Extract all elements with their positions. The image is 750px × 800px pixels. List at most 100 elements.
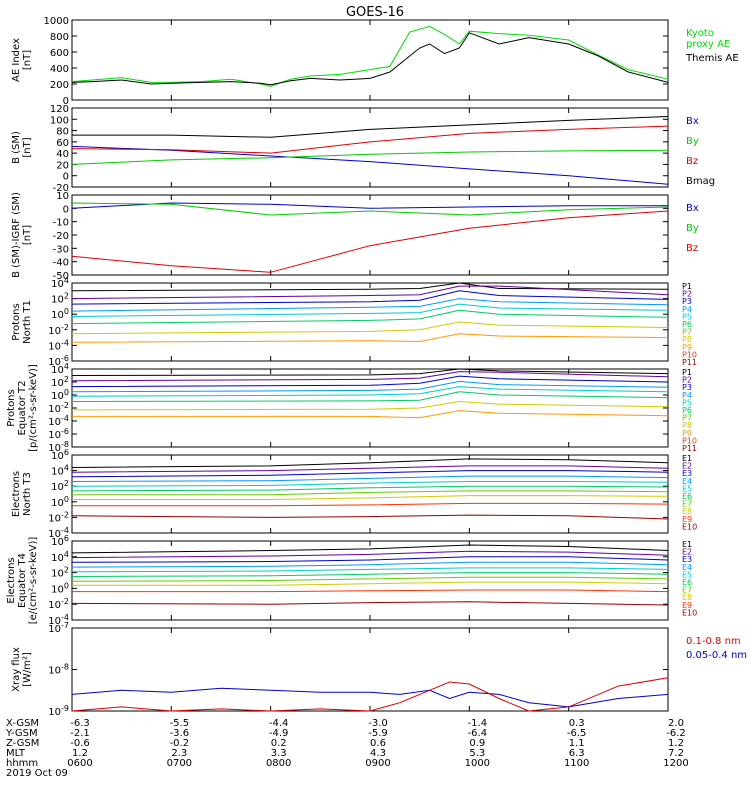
x-row-value: 0.2 bbox=[271, 738, 287, 749]
series-group bbox=[71, 116, 669, 185]
x-row-label: Y-GSM bbox=[5, 728, 38, 739]
y-tick-label: 20 bbox=[56, 160, 69, 171]
x-row-value: 0.3 bbox=[569, 718, 585, 729]
plot-title: GOES-16 bbox=[346, 5, 404, 20]
series-group bbox=[71, 282, 669, 343]
y-tick-label: 102 bbox=[51, 479, 69, 493]
series-group bbox=[71, 25, 669, 87]
y-tick-label: 10-8 bbox=[48, 663, 69, 677]
y-axis-label: Equator T2 bbox=[17, 381, 28, 436]
legend-entry: P1 bbox=[682, 282, 692, 291]
y-tick-label: -20 bbox=[53, 231, 69, 242]
legend-entry: Bx bbox=[686, 203, 699, 214]
series-line-E10 bbox=[71, 601, 669, 606]
legend-entry: E3 bbox=[682, 469, 692, 478]
x-row-value: 4.3 bbox=[370, 748, 386, 759]
panel-frame bbox=[71, 194, 669, 276]
legend-entry: P5 bbox=[682, 312, 692, 321]
x-row-label: hhmm bbox=[6, 758, 38, 769]
legend-entry: E1 bbox=[682, 454, 692, 463]
series-group bbox=[71, 544, 669, 606]
x-row-value: 1000 bbox=[465, 758, 490, 769]
y-tick-label: 10-7 bbox=[48, 621, 69, 635]
y-tick-label: 10-4 bbox=[48, 338, 69, 352]
x-row-value: -6.3 bbox=[70, 718, 90, 729]
legend-entry: E8 bbox=[682, 507, 692, 516]
x-row-value: 2.0 bbox=[668, 718, 684, 729]
legend-entry: 0.1-0.8 nm bbox=[686, 636, 741, 647]
legend-entry: E6 bbox=[682, 492, 692, 501]
x-row-value: 3.3 bbox=[271, 748, 287, 759]
y-tick-label: 102 bbox=[51, 292, 69, 306]
y-tick-label: 10-4 bbox=[48, 414, 69, 428]
x-row-value: 5.3 bbox=[469, 748, 485, 759]
y-tick-label: 100 bbox=[51, 495, 69, 509]
y-tick-label: 106 bbox=[51, 534, 69, 548]
series-line-E6 bbox=[71, 485, 669, 492]
x-row-value: -6.2 bbox=[666, 728, 686, 739]
panel-bigrf: -50 -40 -30 -20 -10 0 10 B (SM)-IGRF (SM) [nT] Bx… bbox=[11, 191, 699, 282]
legend-entry: E7 bbox=[682, 586, 692, 595]
series-line-P8 bbox=[71, 333, 669, 343]
x-row-value: 0700 bbox=[167, 758, 192, 769]
x-row-value: -0.2 bbox=[170, 738, 190, 749]
y-tick-label: 1000 bbox=[44, 16, 69, 27]
legend-entry: P3 bbox=[682, 297, 692, 306]
legend-entry: Kyoto bbox=[686, 28, 714, 39]
legend-entry: P7 bbox=[682, 328, 692, 337]
panel-frame bbox=[71, 282, 669, 362]
x-row-value: 0600 bbox=[67, 758, 92, 769]
legend-entry: Bz bbox=[686, 156, 698, 167]
y-tick-label: -50 bbox=[53, 271, 69, 282]
series-line-E1 bbox=[71, 458, 669, 468]
series-line-Bx bbox=[71, 145, 669, 185]
series-line-Bz bbox=[71, 125, 669, 154]
legend-entry: Themis AE bbox=[685, 53, 739, 64]
y-tick-label: 0 bbox=[63, 204, 69, 215]
series-line-Bx bbox=[71, 202, 668, 209]
series-group bbox=[71, 202, 669, 273]
y-tick-label: 40 bbox=[56, 149, 69, 160]
x-row-value: 1200 bbox=[663, 758, 688, 769]
y-tick-label: 100 bbox=[51, 581, 69, 595]
y-axis-label: AE Index bbox=[11, 38, 22, 82]
legend-entry: E10 bbox=[682, 522, 697, 531]
x-row-value: -5.5 bbox=[170, 718, 190, 729]
y-axis-label: Equator T4 bbox=[17, 553, 28, 608]
legend: 0.1-0.8 nm 0.05-0.4 nm bbox=[686, 636, 747, 661]
y-tick-label: 10-2 bbox=[48, 401, 69, 415]
y-tick-label: 10-9 bbox=[48, 704, 69, 718]
series-line-P7 bbox=[71, 321, 669, 335]
x-row-value: -6.4 bbox=[468, 728, 488, 739]
legend-entry: 0.05-0.4 nm bbox=[686, 650, 747, 661]
series-line-E8 bbox=[72, 495, 669, 500]
legend-entry: E8 bbox=[682, 593, 692, 602]
series-line-P6 bbox=[71, 391, 669, 402]
series-line-P1 bbox=[71, 282, 669, 292]
x-row-value: 2.3 bbox=[171, 748, 187, 759]
panel-frame bbox=[71, 19, 669, 101]
y-axis-label: North T1 bbox=[22, 300, 33, 344]
legend-entry: P2 bbox=[682, 290, 692, 299]
legend-entry: P4 bbox=[682, 391, 692, 400]
y-axis-label: Protons bbox=[6, 389, 17, 426]
y-axis-label: [nT] bbox=[22, 137, 33, 157]
legend-entry: P7 bbox=[682, 414, 692, 423]
y-tick-label: 60 bbox=[56, 138, 69, 149]
y-tick-label: 10-2 bbox=[48, 597, 69, 611]
x-row-value: 1100 bbox=[564, 758, 589, 769]
y-tick-label: 600 bbox=[50, 48, 69, 59]
y-tick-label: 200 bbox=[50, 80, 69, 91]
x-row-value: -2.1 bbox=[70, 728, 90, 739]
x-row-value: 0.9 bbox=[469, 738, 485, 749]
series-line-E1 bbox=[71, 544, 669, 554]
x-row-value: 0.6 bbox=[370, 738, 386, 749]
legend: Bx By Bz Bmag bbox=[686, 116, 715, 187]
legend-entry: P11 bbox=[682, 358, 697, 367]
x-row-label: MLT bbox=[6, 748, 26, 759]
